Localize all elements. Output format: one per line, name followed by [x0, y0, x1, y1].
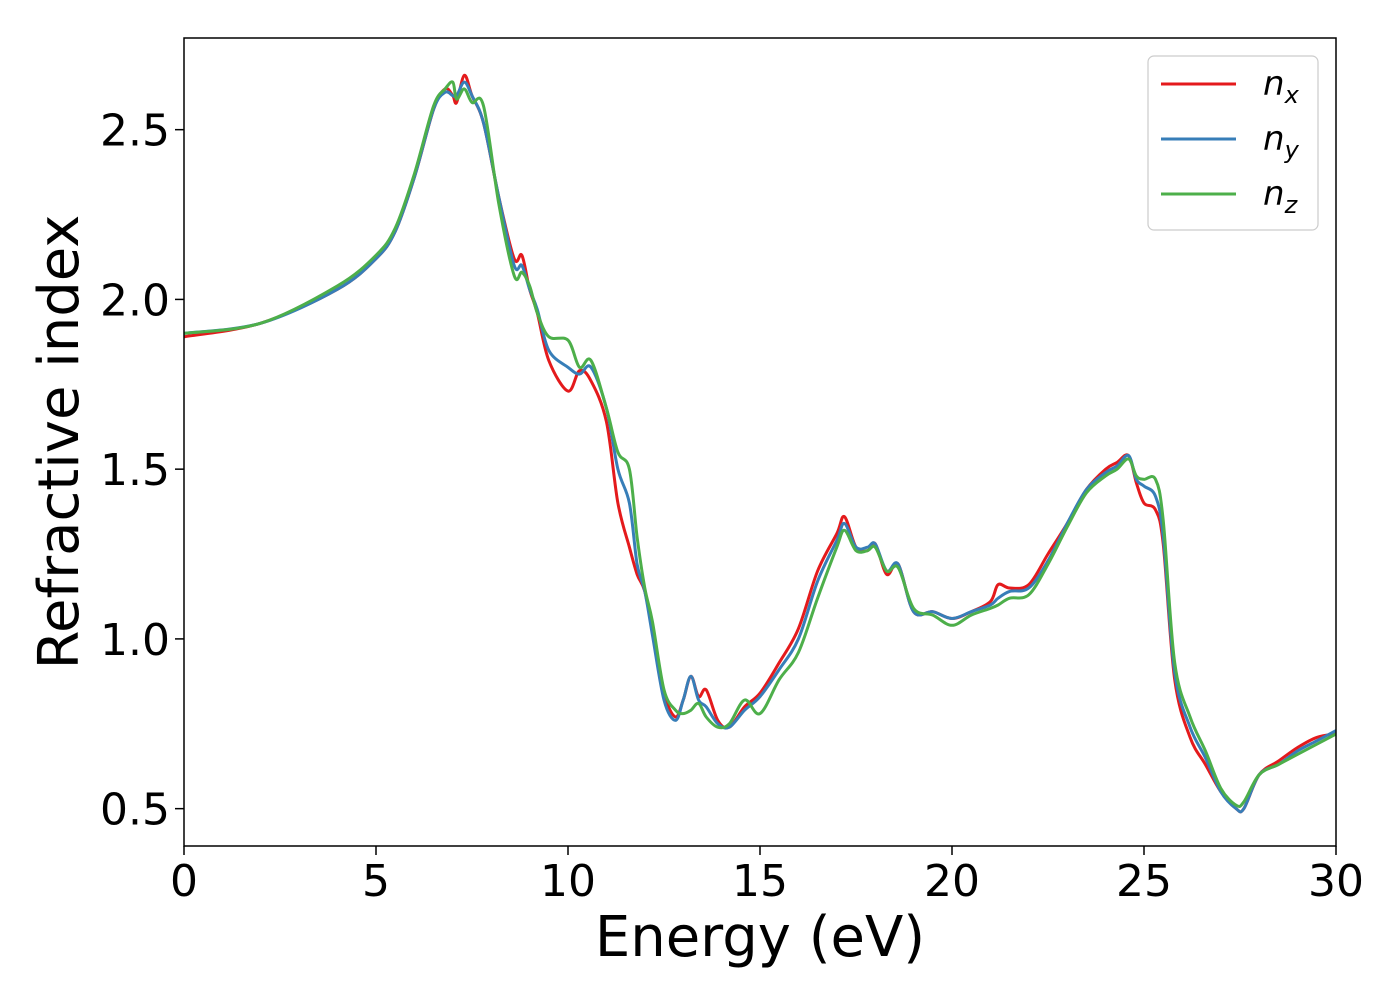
series-layer	[184, 73, 1336, 814]
y-tick-label: 1.0	[100, 615, 170, 666]
x-tick-label: 20	[924, 856, 980, 907]
y-tick-label: 1.5	[100, 445, 170, 496]
legend-box	[1147, 55, 1319, 231]
y-axis-title: Refractive index	[27, 215, 92, 670]
legend-label-n_x: nx	[1263, 64, 1300, 109]
y-tick-label: 0.5	[100, 785, 170, 836]
y-tick-label: 2.0	[100, 275, 170, 326]
x-tick-label: 5	[362, 856, 390, 907]
legend: nx ny nz	[1147, 55, 1319, 231]
x-tick-label: 10	[540, 856, 596, 907]
series-line-n_z	[184, 80, 1336, 809]
ticks-layer: 0 5 10 15 20 25 30 0.5 1.0 1.5 2.0 2.5	[100, 106, 1364, 907]
x-axis-title: Energy (eV)	[595, 905, 925, 970]
x-tick-label: 30	[1308, 856, 1364, 907]
y-tick-label: 2.5	[100, 106, 170, 157]
x-tick-label: 25	[1116, 856, 1172, 907]
x-tick-label: 15	[732, 856, 788, 907]
x-tick-label: 0	[170, 856, 198, 907]
legend-label-n_y: ny	[1263, 119, 1300, 164]
legend-label-n_z: nz	[1263, 174, 1299, 219]
